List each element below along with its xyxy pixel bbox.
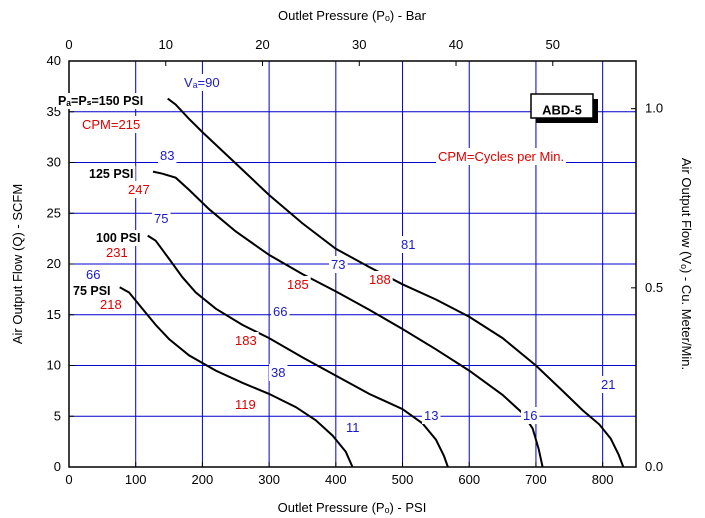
flow-annotation-backing [329, 256, 348, 273]
series-label-backing [94, 230, 143, 246]
cpm-label-backing [98, 296, 124, 313]
cpm-label: 119 [235, 397, 256, 412]
y2-tick-label: 0.0 [645, 459, 663, 474]
model-badge-label: ABD-5 [542, 102, 582, 117]
flow-annotation-backing [399, 236, 418, 253]
cpm-label-backing [367, 271, 393, 288]
flow-annotation: 21 [601, 377, 615, 392]
flow-annotation: 81 [401, 237, 415, 252]
model-badge: ABD-5 [530, 93, 598, 123]
cpm-label: 218 [100, 297, 122, 312]
x2-tick-label: 20 [255, 37, 269, 52]
series-curve-1 [119, 286, 354, 468]
flow-annotation: Vₐ=90 [184, 75, 220, 90]
annotation-labels: 75 PSI 100 PSI 125 PSI Pₐ=Pₛ=150 PSI 218 231 2… [56, 74, 618, 436]
cpm-label: 231 [106, 245, 128, 260]
flow-annotation: 38 [271, 365, 285, 380]
series-label-backing [71, 283, 113, 299]
series-label-backing [56, 93, 146, 109]
cpm-label: 247 [128, 182, 150, 197]
y-tick-label: 0 [54, 459, 61, 474]
series-label: Pₐ=Pₛ=150 PSI [58, 94, 143, 108]
y-tick-label: 25 [47, 205, 61, 220]
flow-annotation: 66 [273, 304, 287, 319]
y-tick-label: 15 [47, 307, 61, 322]
x2-tick-label: 10 [159, 37, 173, 52]
cpm-label: 188 [369, 272, 391, 287]
series-curve-2 [147, 234, 449, 468]
y-tick-label: 40 [47, 53, 61, 68]
x-tick-label: 700 [525, 472, 547, 487]
x-axis-title: Outlet Pressure (Pₒ) - PSI [278, 500, 427, 515]
flow-annotation-backing [152, 210, 171, 227]
flow-annotation-backing [269, 364, 288, 381]
flow-annotation-backing [344, 419, 362, 436]
flow-annotation-backing [84, 266, 103, 283]
x-tick-label: 0 [65, 472, 72, 487]
cpm-label-backing [80, 116, 143, 133]
series-label-backing [87, 166, 136, 182]
series-label: 100 PSI [96, 231, 140, 245]
flow-annotation: 75 [154, 211, 168, 226]
cpm-label-backing [233, 332, 259, 349]
x2-axis-title: Outlet Pressure (Pₒ) - Bar [278, 8, 427, 23]
flow-annotation-backing [182, 74, 222, 91]
cpm-label: CPM=215 [82, 117, 140, 132]
flow-annotation-backing [422, 407, 441, 424]
flow-annotation-backing [521, 407, 540, 424]
flow-annotation: 83 [160, 148, 174, 163]
cpm-label: 183 [235, 333, 257, 348]
y-tick-label: 10 [47, 358, 61, 373]
chart-note: CPM=Cycles per Min. [438, 149, 564, 164]
y-tick-label: 5 [54, 408, 61, 423]
x-tick-label: 100 [125, 472, 147, 487]
y2-tick-label: 1.0 [645, 101, 663, 116]
flow-annotation: 73 [331, 257, 345, 272]
y-axis-title: Air Output Flow (Q) - SCFM [10, 184, 25, 344]
y2-axis-title: Air Output Flow (Vₒ) - Cu. Meter/Min. [679, 158, 694, 370]
flow-annotation-backing [271, 303, 290, 320]
flow-annotation-backing [599, 376, 618, 393]
x-tick-label: 200 [192, 472, 214, 487]
x2-tick-label: 40 [449, 37, 463, 52]
x2-tick-label: 0 [65, 37, 72, 52]
flow-annotation-backing [158, 147, 177, 164]
flow-annotation: 66 [86, 267, 100, 282]
x-tick-label: 400 [325, 472, 347, 487]
axis-ticks: 0 100 200 300 400 500 600 700 800051015202530354… [47, 37, 664, 487]
flow-annotation: 13 [424, 408, 438, 423]
y-tick-label: 20 [47, 256, 61, 271]
y-tick-label: 30 [47, 155, 61, 170]
cpm-label-backing [104, 244, 130, 261]
x-tick-label: 800 [592, 472, 614, 487]
cpm-label-backing [285, 276, 311, 293]
y2-tick-label: 0.5 [645, 280, 663, 295]
cpm-label-backing [233, 396, 258, 413]
cpm-label: 185 [287, 277, 309, 292]
series-label: 75 PSI [73, 284, 111, 298]
x2-tick-label: 30 [352, 37, 366, 52]
flow-annotation: 16 [523, 408, 537, 423]
cpm-label-backing [126, 181, 152, 198]
x-tick-label: 300 [258, 472, 280, 487]
x2-tick-label: 50 [546, 37, 560, 52]
x-tick-label: 500 [392, 472, 414, 487]
flow-annotation: 11 [346, 420, 360, 435]
chart-note-backing [436, 148, 567, 165]
series-curve-4 [167, 97, 625, 468]
series-label: 125 PSI [89, 167, 133, 181]
x-tick-label: 600 [458, 472, 480, 487]
